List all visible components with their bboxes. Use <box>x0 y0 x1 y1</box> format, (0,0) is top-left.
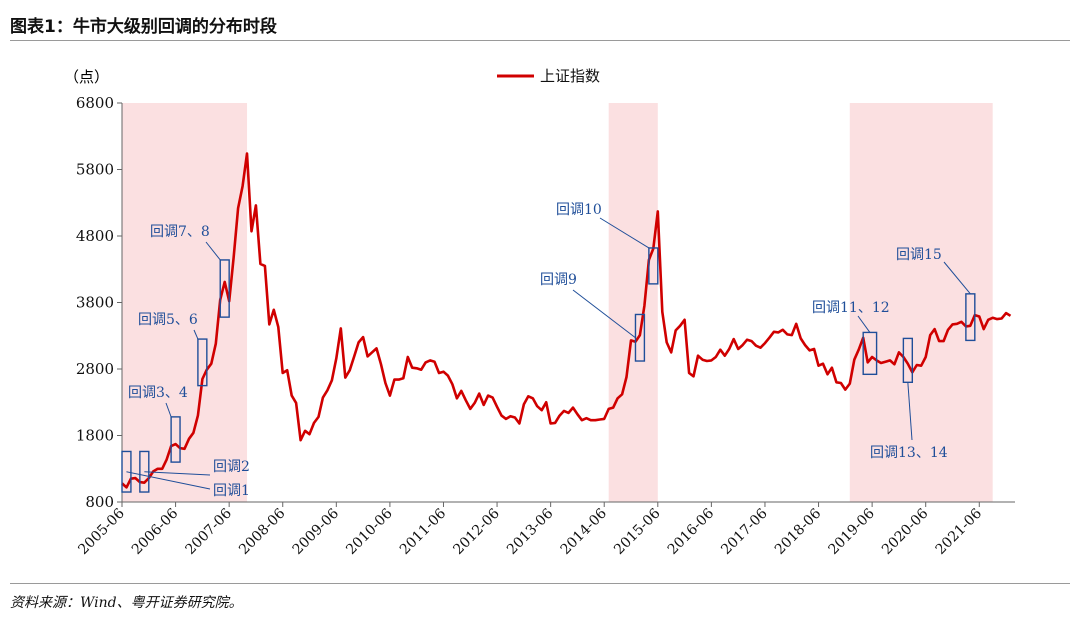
annotation-box <box>219 259 230 318</box>
title-rule <box>10 40 1070 41</box>
annotation-leader <box>599 217 650 249</box>
annotation-label: 回调5、6 <box>138 312 198 328</box>
y-tick-label: 1800 <box>76 427 114 445</box>
x-tick-label: 2021-06 <box>933 505 986 558</box>
annotation-leader <box>907 382 913 441</box>
x-tick-label: 2013-06 <box>504 505 557 558</box>
annotation-leader <box>857 315 871 333</box>
source-note: 资料来源：Wind、粤开证券研究院。 <box>10 595 243 611</box>
x-tick-label: 2017-06 <box>718 505 771 558</box>
annotation-label: 回调13、14 <box>870 445 948 461</box>
y-axis: 800 1800 2800 3800 4800 5800 6800 <box>76 94 123 511</box>
annotation-label: 回调9 <box>540 272 577 288</box>
y-tick-label: 6800 <box>76 94 114 112</box>
y-unit-label: （点） <box>64 68 109 86</box>
annotation-box <box>170 416 181 463</box>
series-line-1 <box>121 152 1012 489</box>
x-axis: 2005-06 2006-06 2007-06 2008-06 2009-06 2010-… <box>75 501 1015 558</box>
annotation-leader <box>943 261 971 295</box>
y-tick-label: 4800 <box>76 227 114 245</box>
annotation-label: 回调7、8 <box>150 224 210 240</box>
x-tick-label: 2005-06 <box>75 505 128 558</box>
annotation-box <box>121 450 132 493</box>
annotations: 回调1 回调2 回调3、4 回调5、6 回调7、8 回调9 回调10 回调11、12 回调13、… <box>121 202 976 499</box>
x-tick-label: 2012-06 <box>450 505 503 558</box>
x-tick-label: 2009-06 <box>290 505 343 558</box>
y-tick-label: 5800 <box>76 161 114 179</box>
annotation-label: 回调1 <box>213 483 250 499</box>
annotation-label: 回调10 <box>556 202 602 218</box>
annotation-box <box>965 293 976 342</box>
x-tick-label: 2020-06 <box>879 505 932 558</box>
x-tick-label: 2010-06 <box>343 505 396 558</box>
annotation-label: 回调3、4 <box>128 385 188 401</box>
annotation-label: 回调11、12 <box>812 300 890 316</box>
x-tick-label: 2015-06 <box>611 505 664 558</box>
annotation-label: 回调15 <box>896 247 942 263</box>
source-rule <box>10 583 1070 584</box>
x-tick-label: 2019-06 <box>825 505 878 558</box>
shade-band-1 <box>122 103 248 502</box>
series-line-group <box>121 152 1012 489</box>
x-tick-label: 2016-06 <box>665 505 718 558</box>
y-tick-label: 2800 <box>76 360 114 378</box>
annotation-label: 回调2 <box>213 459 250 475</box>
x-tick-label: 2011-06 <box>397 505 450 558</box>
annotation-leader <box>165 402 172 418</box>
annotation-leader <box>205 241 221 261</box>
y-tick-label: 800 <box>85 493 114 511</box>
shade-band-2 <box>608 103 658 502</box>
x-tick-label: 2014-06 <box>558 505 611 558</box>
annotation-box <box>197 338 208 387</box>
annotation-leader <box>193 329 199 340</box>
x-tick-label: 2008-06 <box>236 505 289 558</box>
x-tick-label: 2006-06 <box>129 505 182 558</box>
y-tick-label: 3800 <box>76 294 114 312</box>
x-tick-label: 2018-06 <box>772 505 825 558</box>
bull-market-shading <box>122 103 993 502</box>
annotation-leader <box>144 471 211 476</box>
figure-title: 图表1：牛市大级别回调的分布时段 <box>10 17 277 37</box>
x-tick-label: 2007-06 <box>183 505 236 558</box>
legend-label: 上证指数 <box>540 67 600 85</box>
legend: 上证指数 <box>497 67 600 85</box>
annotation-leader <box>572 289 636 339</box>
shade-band-3 <box>849 103 993 502</box>
annotation-box <box>648 247 659 285</box>
